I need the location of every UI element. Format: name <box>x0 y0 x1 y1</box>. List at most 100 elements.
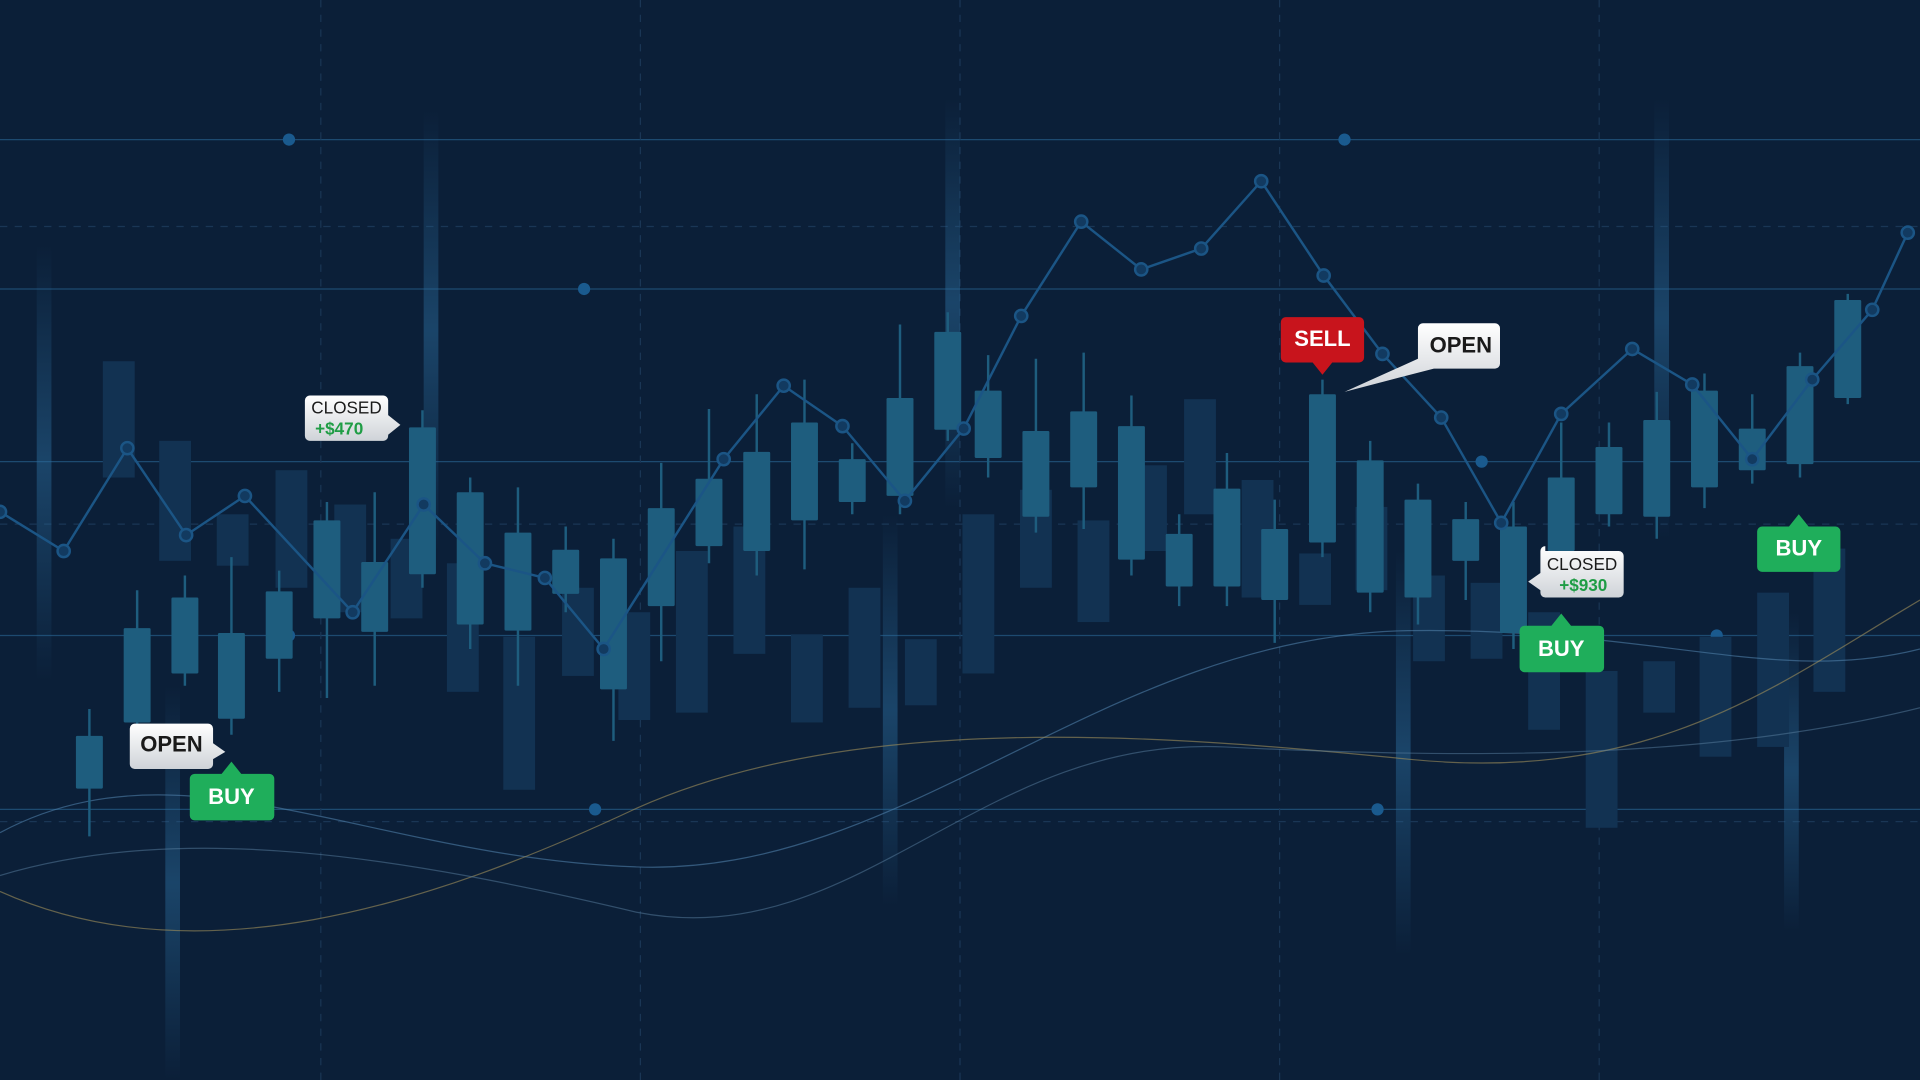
candle-body <box>504 532 532 631</box>
trend-dot <box>1316 268 1332 283</box>
trend-dot <box>1193 241 1209 256</box>
grid-dot <box>1371 803 1384 816</box>
badge-shape <box>304 395 401 441</box>
candles <box>75 293 1862 837</box>
candle-body <box>1786 366 1814 465</box>
candle-body <box>1691 390 1718 488</box>
candle-body <box>1643 420 1671 517</box>
profit-label: +$930 <box>1559 575 1607 595</box>
candle-body <box>75 735 103 789</box>
closed-badge: CLOSED +$930 <box>1528 546 1624 598</box>
badge-shape <box>1528 546 1624 598</box>
candle-body <box>600 558 627 690</box>
trend-dot <box>1375 346 1390 362</box>
status-label: OPEN <box>1430 332 1492 357</box>
background-candle <box>1699 636 1732 757</box>
trend-dot <box>1253 173 1269 189</box>
light-column <box>165 685 180 1080</box>
trend-dot <box>1553 406 1569 422</box>
status-label: OPEN <box>140 732 202 757</box>
grid-dot <box>1338 133 1351 146</box>
trend-line <box>0 173 1916 657</box>
wave <box>0 707 1920 919</box>
action-label: SELL <box>1294 326 1350 351</box>
background-candle <box>848 587 881 708</box>
trend-dot <box>0 504 8 520</box>
badge-shape <box>1757 514 1841 572</box>
background-candle <box>791 634 823 723</box>
candle-body <box>934 331 962 430</box>
action-label: BUY <box>1776 536 1823 561</box>
open-badge: OPEN <box>1344 323 1500 392</box>
candle-body <box>1308 394 1336 543</box>
background-candle <box>675 551 708 713</box>
grid-dot <box>1475 455 1488 468</box>
badge-shape <box>1280 317 1365 375</box>
wave <box>0 629 1920 868</box>
candle-body <box>1500 526 1527 634</box>
candle-body <box>1356 460 1384 593</box>
action-label: BUY <box>208 784 255 809</box>
waves <box>0 599 1920 932</box>
background-candle <box>1184 399 1216 515</box>
trend-dot <box>1493 515 1509 531</box>
candle-body <box>1547 477 1575 552</box>
trend-dot <box>1624 341 1640 357</box>
background-candle <box>1299 553 1332 605</box>
background-candle <box>904 639 937 706</box>
trend-dot <box>477 555 493 571</box>
trend-dot <box>120 440 135 456</box>
candle-body <box>171 597 199 674</box>
candle-body <box>361 562 389 632</box>
trend-dot <box>835 418 850 434</box>
candle-body <box>1834 300 1862 398</box>
candle-body <box>1595 446 1623 515</box>
action-label: BUY <box>1538 636 1585 661</box>
light-column <box>36 244 52 681</box>
candle-body <box>1261 528 1289 600</box>
candle-body <box>1022 431 1050 517</box>
background-candle <box>1077 520 1110 623</box>
buy-badge: BUY <box>1519 613 1605 673</box>
light-column <box>882 514 898 907</box>
candle-body <box>1070 411 1098 488</box>
badge-shape <box>1344 323 1500 392</box>
closed-badge: CLOSED +$470 <box>304 395 401 441</box>
trend-dot <box>596 641 612 657</box>
trend-dot <box>1433 410 1449 425</box>
candle-body <box>695 478 723 547</box>
candle-body <box>552 549 580 594</box>
candle-body <box>265 591 293 659</box>
trend-dot <box>537 570 553 586</box>
trend-dot <box>956 421 972 436</box>
trend-dot <box>1744 451 1760 467</box>
trend-dot <box>1900 225 1916 240</box>
trend-dot <box>1864 302 1880 318</box>
candle-body <box>123 628 151 723</box>
badge-shape <box>189 761 275 821</box>
candle-body <box>838 459 866 503</box>
trend-dot <box>1804 372 1820 387</box>
background-candle <box>275 470 308 588</box>
trend-dot <box>776 378 792 394</box>
trend-dot <box>416 497 432 512</box>
trend-dot <box>1684 377 1700 392</box>
trend-dot <box>1013 308 1029 324</box>
status-label: CLOSED <box>1547 554 1617 574</box>
trend-dot <box>237 488 253 504</box>
buy-badge: BUY <box>1757 514 1841 572</box>
badge-shape <box>1519 613 1605 673</box>
candle-body <box>886 397 914 496</box>
trend-dot <box>345 604 360 620</box>
grid-dot <box>588 803 602 816</box>
trend-dot <box>1133 262 1149 277</box>
background-candle <box>1813 548 1846 692</box>
candle-body <box>456 492 484 625</box>
candle-body <box>974 390 1002 458</box>
trend-dot <box>716 451 732 467</box>
background-candle <box>1470 582 1503 659</box>
background-candle <box>102 361 135 478</box>
candle-body <box>217 633 245 719</box>
background-candle <box>1643 661 1676 713</box>
